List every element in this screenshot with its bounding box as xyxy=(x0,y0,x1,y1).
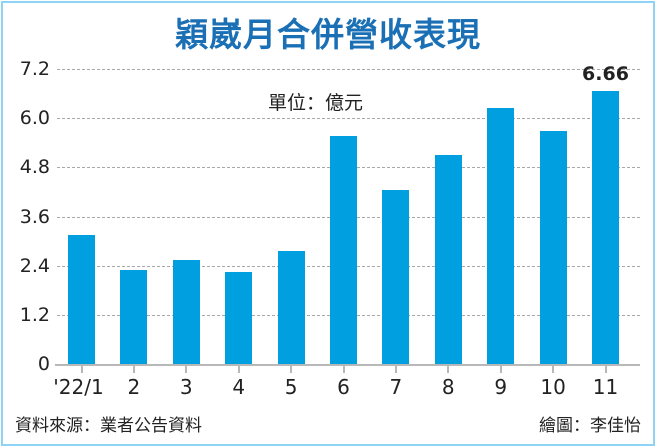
x-tick-label: 8 xyxy=(441,375,455,399)
x-tick-label: 7 xyxy=(389,375,403,399)
x-tick-mark xyxy=(552,366,555,373)
y-tick-label: 4.8 xyxy=(19,156,50,179)
bar xyxy=(277,251,305,364)
y-tick-label: 6.0 xyxy=(19,107,50,130)
unit-label: 單位：億元 xyxy=(268,92,364,114)
x-tick-mark xyxy=(447,366,450,373)
y-tick-label: 7.2 xyxy=(19,58,50,80)
x-tick-mark xyxy=(132,366,135,373)
value-label: 6.66 xyxy=(582,63,629,86)
x-tick-mark xyxy=(604,366,607,373)
x-tick-mark xyxy=(185,366,188,373)
x-tick-mark xyxy=(342,366,345,373)
y-tick-label: 0 xyxy=(37,353,50,375)
x-tick-mark xyxy=(394,366,397,373)
chart-title: 穎崴月合併營收表現 xyxy=(175,15,481,54)
x-tick-mark xyxy=(290,366,293,373)
x-tick-label: 9 xyxy=(494,375,508,399)
y-tick-label: 3.6 xyxy=(19,205,50,228)
x-axis-line xyxy=(55,364,640,366)
x-tick-mark xyxy=(237,366,240,373)
x-tick-label: 4 xyxy=(232,375,246,399)
y-tick-label: 1.2 xyxy=(19,303,50,326)
bar xyxy=(539,130,567,364)
source-note: 資料來源：業者公告資料 xyxy=(15,416,202,436)
bar xyxy=(382,189,410,364)
x-tick-label: 2 xyxy=(127,375,141,399)
x-tick-mark xyxy=(80,366,83,373)
bar xyxy=(68,235,95,364)
x-tick-label: 11 xyxy=(592,375,619,399)
bar xyxy=(592,91,619,364)
x-tick-label: 3 xyxy=(179,375,193,399)
y-tick-label: 2.4 xyxy=(19,254,50,277)
x-tick-label: 6 xyxy=(337,375,350,399)
bar xyxy=(487,107,515,364)
x-tick-label: 5 xyxy=(284,375,298,399)
gridline xyxy=(57,69,640,70)
bar xyxy=(434,155,462,364)
bar xyxy=(172,259,200,364)
bar xyxy=(330,136,357,364)
x-tick-label: 10 xyxy=(540,375,566,399)
x-tick-label: '22/1 xyxy=(53,375,104,399)
bar xyxy=(225,271,253,364)
credit-note: 繪圖：李佳怡 xyxy=(539,416,641,436)
bar xyxy=(120,269,148,364)
gridline xyxy=(57,118,640,120)
x-tick-mark xyxy=(499,366,502,373)
